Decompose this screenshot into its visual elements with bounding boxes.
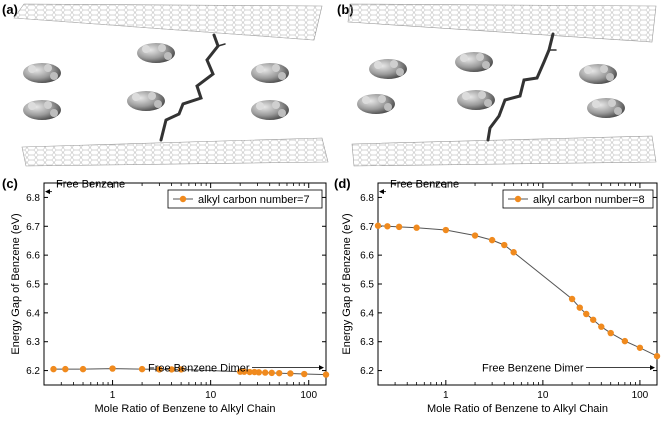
free-benzene-arrowhead — [379, 189, 384, 195]
free-benzene-label: Free Benzene — [56, 179, 125, 191]
y-tick-label: 6.6 — [360, 251, 374, 262]
data-point — [374, 222, 382, 229]
x-tick-label: 100 — [632, 390, 649, 401]
data-point — [62, 365, 69, 373]
x-tick-label: 1 — [110, 390, 116, 401]
data-point — [442, 226, 450, 234]
y-tick-label: 6.5 — [360, 280, 374, 291]
y-tick-label: 6.5 — [26, 280, 40, 291]
y-tick-label: 6.4 — [360, 308, 374, 319]
panel-a-label: (a) — [2, 2, 18, 17]
data-point — [589, 316, 597, 323]
series-line — [377, 225, 658, 357]
x-axis-title: Mole Ratio of Benzene to Alkyl Chain — [427, 403, 608, 415]
data-point — [262, 369, 269, 376]
data-point — [177, 366, 185, 373]
data-point — [384, 223, 391, 230]
chart-d: (d) 6.2 6.3 6.4 6.5 6.6 6.7 6.8 1 10 100 Mole Rati… — [334, 176, 661, 415]
graphene-sheet-bottom-b — [351, 135, 657, 167]
x-tick-label: 1 — [443, 390, 449, 401]
data-point — [488, 236, 496, 244]
y-tick-label: 6.3 — [26, 337, 40, 348]
y-axis-title: Energy Gap of Benzene (eV) — [10, 213, 22, 354]
panel-c-label: (c) — [2, 176, 18, 191]
data-point — [501, 241, 508, 249]
x-tick-label: 100 — [300, 390, 317, 401]
data-point — [268, 369, 275, 377]
dimer-arrowhead — [650, 365, 655, 371]
panel-a-structure: (a) — [2, 2, 329, 167]
data-point — [168, 366, 175, 373]
legend-label: alkyl carbon number=7 — [198, 194, 310, 206]
graphene-sheet-top-a — [13, 3, 323, 41]
graphene-sheet-top-b — [347, 3, 657, 43]
data-point — [583, 310, 590, 318]
y-tick-label: 6.7 — [26, 222, 40, 233]
y-tick-label: 6.6 — [26, 251, 40, 262]
y-tick-label: 6.8 — [26, 193, 40, 204]
panel-b-structure: (b) — [337, 2, 657, 167]
data-point — [621, 337, 629, 345]
x-axis-title: Mole Ratio of Benzene to Alkyl Chain — [95, 403, 276, 415]
data-point — [50, 365, 57, 373]
dimer-label: Free Benzene Dimer — [148, 363, 250, 375]
data-point — [241, 368, 248, 375]
free-benzene-label: Free Benzene — [390, 179, 459, 191]
data-point — [138, 365, 146, 373]
legend-label: alkyl carbon number=8 — [533, 194, 645, 206]
x-tick-label: 10 — [537, 390, 549, 401]
y-tick-label: 6.2 — [26, 366, 40, 377]
data-point — [255, 369, 263, 376]
data-point — [109, 365, 116, 372]
y-tick-label: 6.7 — [360, 222, 374, 233]
data-point — [395, 223, 403, 231]
data-point — [636, 344, 644, 351]
data-point — [413, 224, 420, 231]
graphene-sheet-bottom-a — [21, 137, 329, 167]
y-tick-label: 6.8 — [360, 193, 374, 204]
alkyl-chain-b — [486, 32, 557, 142]
data-point — [568, 295, 576, 303]
legend-box — [502, 189, 654, 209]
data-point — [276, 369, 283, 377]
chart-c: (c) 6.2 6.3 6.4 6.5 6.6 6.7 6.8 1 10 100 Mole Rati… — [2, 176, 330, 415]
data-point — [576, 304, 583, 311]
y-tick-label: 6.4 — [26, 308, 40, 319]
data-point — [510, 249, 517, 256]
panel-d-label: (d) — [334, 176, 351, 191]
free-benzene-arrowhead — [45, 189, 50, 195]
legend-box — [167, 189, 323, 209]
data-point — [322, 371, 330, 378]
data-point — [653, 352, 661, 360]
data-point — [607, 329, 614, 337]
data-point — [287, 370, 294, 377]
legend-marker — [179, 195, 187, 203]
legend-marker — [514, 195, 522, 203]
dimer-label: Free Benzene Dimer — [482, 363, 584, 375]
plot-frame — [43, 182, 327, 386]
alkyl-chain-a — [159, 33, 226, 142]
y-tick-label: 6.2 — [360, 366, 374, 377]
plot-frame — [377, 182, 658, 386]
data-point — [471, 232, 479, 239]
data-point — [301, 370, 308, 378]
benzene-molecules-b — [357, 52, 625, 118]
y-axis-title: Energy Gap of Benzene (eV) — [341, 213, 353, 354]
data-point — [246, 368, 253, 376]
benzene-molecules-a — [23, 43, 289, 120]
data-point — [598, 323, 605, 330]
data-point — [79, 365, 87, 373]
y-tick-label: 6.3 — [360, 337, 374, 348]
data-point — [156, 366, 163, 373]
x-tick-label: 10 — [205, 390, 217, 401]
dimer-arrowhead — [319, 365, 324, 371]
